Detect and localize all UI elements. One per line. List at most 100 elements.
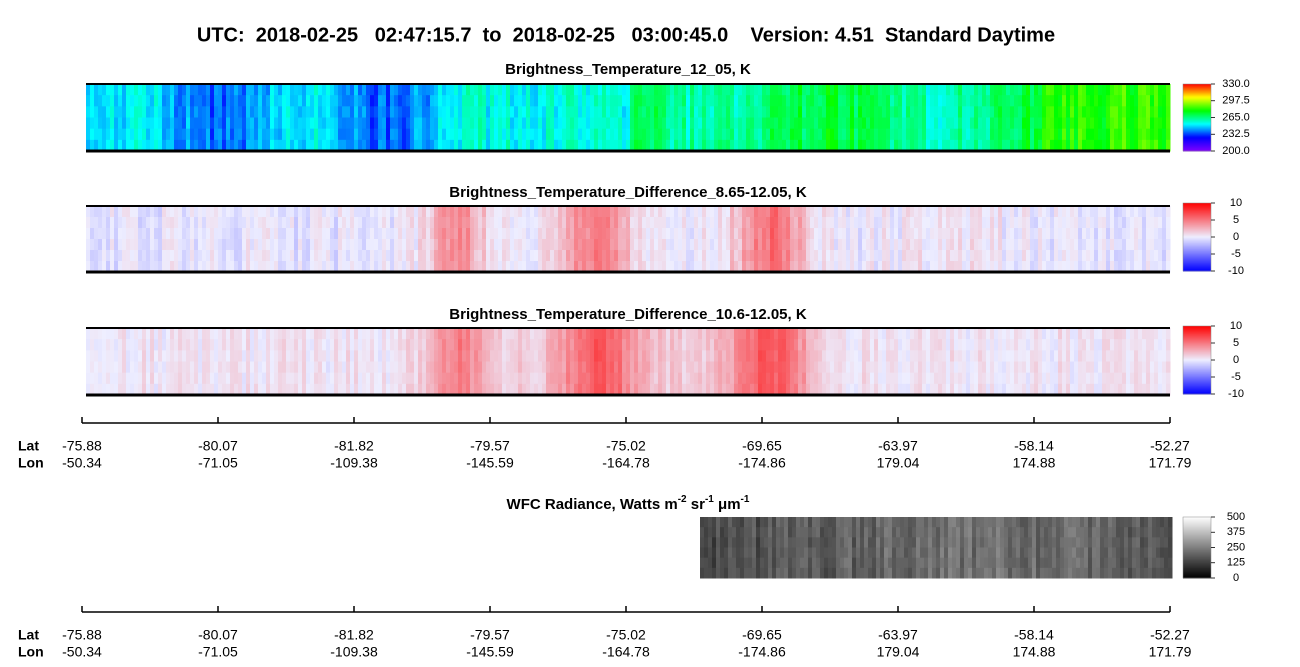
heatmap-cell bbox=[1054, 217, 1059, 229]
heatmap-cell bbox=[1070, 361, 1075, 374]
heatmap-cell bbox=[1050, 139, 1055, 152]
heatmap-cell bbox=[158, 84, 163, 96]
heatmap-cell bbox=[478, 206, 483, 218]
heatmap-cell bbox=[710, 339, 715, 351]
heatmap-cell bbox=[634, 106, 639, 118]
heatmap-cell bbox=[734, 372, 739, 385]
heatmap-cell bbox=[1034, 372, 1039, 385]
heatmap-cell bbox=[910, 139, 915, 152]
heatmap-cell bbox=[994, 239, 999, 251]
heatmap-cell bbox=[622, 350, 627, 362]
heatmap-cell bbox=[1162, 139, 1167, 152]
heatmap-cell bbox=[134, 261, 139, 273]
heatmap-cell bbox=[562, 350, 567, 362]
heatmap-cell bbox=[130, 383, 135, 396]
heatmap-cell bbox=[186, 128, 191, 141]
heatmap-cell bbox=[882, 84, 887, 96]
heatmap-cell bbox=[1166, 250, 1171, 262]
heatmap-cell bbox=[130, 84, 135, 96]
heatmap-cell bbox=[1094, 117, 1099, 130]
heatmap-cell bbox=[386, 84, 391, 96]
heatmap-cell bbox=[938, 372, 943, 385]
heatmap-cell bbox=[998, 250, 1003, 262]
heatmap-cell bbox=[934, 84, 939, 96]
heatmap-cell bbox=[950, 228, 955, 240]
heatmap-cell bbox=[894, 328, 899, 340]
heatmap-cell bbox=[518, 128, 523, 141]
heatmap-cell bbox=[350, 139, 355, 152]
heatmap-cell bbox=[310, 339, 315, 351]
heatmap-cell bbox=[818, 328, 823, 340]
heatmap-cell bbox=[954, 206, 959, 218]
heatmap-cell bbox=[370, 339, 375, 351]
heatmap-cell bbox=[346, 95, 351, 107]
heatmap-cell bbox=[110, 383, 115, 396]
heatmap-cell bbox=[910, 106, 915, 118]
heatmap-cell bbox=[398, 84, 403, 96]
heatmap-cell bbox=[238, 106, 243, 118]
heatmap-cell bbox=[1034, 95, 1039, 107]
heatmap-cell bbox=[890, 261, 895, 273]
heatmap-cell bbox=[182, 139, 187, 152]
heatmap-cell bbox=[802, 383, 807, 396]
heatmap-cell bbox=[494, 139, 499, 152]
heatmap-cell bbox=[670, 239, 675, 251]
heatmap-cell bbox=[158, 361, 163, 374]
heatmap-cell bbox=[290, 95, 295, 107]
heatmap-cell bbox=[1106, 372, 1111, 385]
heatmap-cell bbox=[198, 117, 203, 130]
heatmap-cell bbox=[862, 139, 867, 152]
heatmap-cell bbox=[178, 261, 183, 273]
heatmap-cell bbox=[882, 128, 887, 141]
heatmap-cell bbox=[278, 217, 283, 229]
heatmap-cell bbox=[214, 84, 219, 96]
heatmap-cell bbox=[598, 339, 603, 351]
heatmap-cell bbox=[910, 228, 915, 240]
heatmap-cell bbox=[866, 339, 871, 351]
heatmap-cell bbox=[690, 383, 695, 396]
heatmap-cell bbox=[718, 328, 723, 340]
heatmap-cell bbox=[922, 383, 927, 396]
heatmap-cell bbox=[626, 228, 631, 240]
heatmap-cell bbox=[726, 139, 731, 152]
heatmap-cell bbox=[942, 350, 947, 362]
heatmap-cell bbox=[182, 217, 187, 229]
heatmap-cell bbox=[1014, 217, 1019, 229]
heatmap-cell bbox=[918, 139, 923, 152]
heatmap-cell bbox=[634, 228, 639, 240]
heatmap-cell bbox=[254, 117, 259, 130]
heatmap-cell bbox=[1094, 250, 1099, 262]
heatmap-cell bbox=[322, 328, 327, 340]
heatmap-cell bbox=[566, 383, 571, 396]
heatmap-cell bbox=[982, 117, 987, 130]
heatmap-cell bbox=[698, 117, 703, 130]
heatmap-cell bbox=[846, 328, 851, 340]
heatmap-cell bbox=[390, 206, 395, 218]
heatmap-cell bbox=[978, 361, 983, 374]
heatmap-cell bbox=[830, 217, 835, 229]
heatmap-cell bbox=[914, 106, 919, 118]
heatmap-cell bbox=[1014, 117, 1019, 130]
heatmap-cell bbox=[886, 217, 891, 229]
heatmap-cell bbox=[274, 250, 279, 262]
heatmap-cell bbox=[638, 350, 643, 362]
heatmap-cell bbox=[494, 339, 499, 351]
heatmap-cell bbox=[1130, 117, 1135, 130]
heatmap-cell bbox=[242, 117, 247, 130]
heatmap-cell bbox=[870, 383, 875, 396]
heatmap-cell bbox=[490, 217, 495, 229]
heatmap-cell bbox=[270, 84, 275, 96]
heatmap-cell bbox=[1018, 228, 1023, 240]
heatmap-cell bbox=[1058, 239, 1063, 251]
heatmap-cell bbox=[1002, 84, 1007, 96]
heatmap-cell bbox=[750, 361, 755, 374]
heatmap-cell bbox=[806, 106, 811, 118]
heatmap-cell bbox=[906, 139, 911, 152]
heatmap-cell bbox=[930, 250, 935, 262]
heatmap-cell bbox=[398, 339, 403, 351]
heatmap-cell bbox=[218, 128, 223, 141]
heatmap-cell bbox=[314, 228, 319, 240]
heatmap-cell bbox=[1046, 261, 1051, 273]
heatmap-cell bbox=[662, 383, 667, 396]
heatmap-cell bbox=[734, 217, 739, 229]
